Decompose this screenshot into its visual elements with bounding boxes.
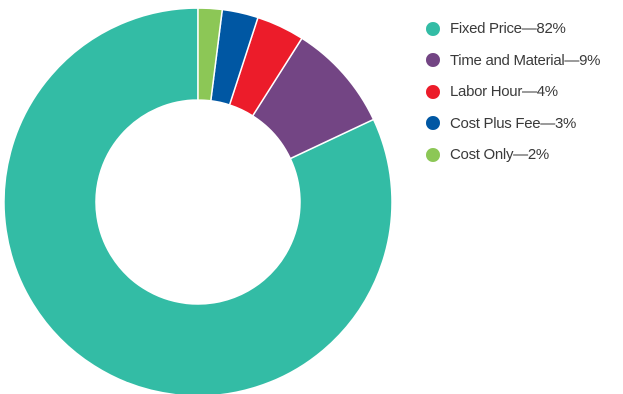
legend-swatch <box>426 116 440 130</box>
donut-chart <box>0 0 400 394</box>
legend-swatch <box>426 85 440 99</box>
legend-label: Labor Hour—4% <box>450 83 558 100</box>
legend-label: Cost Only—2% <box>450 146 549 163</box>
legend-label: Cost Plus Fee—3% <box>450 115 576 132</box>
legend-item: Cost Only—2% <box>426 139 600 171</box>
legend-swatch <box>426 22 440 36</box>
legend-item: Time and Material—9% <box>426 45 600 77</box>
chart-legend: Fixed Price—82% Time and Material—9% Labor… <box>426 13 600 171</box>
legend-item: Labor Hour—4% <box>426 76 600 108</box>
legend-item: Cost Plus Fee—3% <box>426 108 600 140</box>
legend-swatch <box>426 53 440 67</box>
legend-swatch <box>426 148 440 162</box>
legend-item: Fixed Price—82% <box>426 13 600 45</box>
legend-label: Time and Material—9% <box>450 52 600 69</box>
legend-label: Fixed Price—82% <box>450 20 566 37</box>
